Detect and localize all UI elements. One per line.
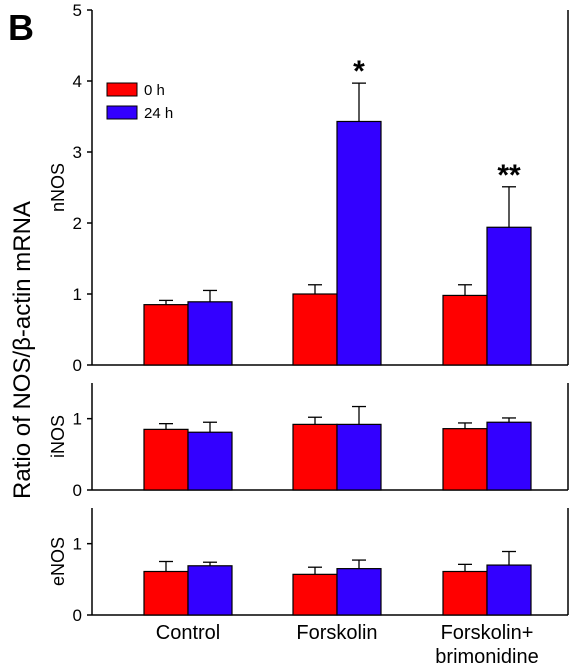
nnos-y-tick-label: 0 [73,356,82,375]
inos-bar-forskolin-24-h [336,423,382,491]
enos-bar-forskolin-brimonidine-0-h [442,570,488,616]
inos-y-tick-label: 1 [73,410,82,429]
enos-bar-forskolin-24-h [336,568,382,616]
category-label-forskolin: Forskolin [296,622,377,644]
nnos-y-tick-label: 2 [73,214,82,233]
nnos-y-tick-label: 1 [73,285,82,304]
category-label-control: Control [156,622,220,644]
nnos-significance-mark: * [353,55,365,88]
enos-y-tick-label: 1 [73,535,82,554]
enos-bar-control-0-h [143,570,189,616]
inos-panel: 0 1 iNOS [48,383,569,500]
y-axis-title: Ratio of NOS/β-actin mRNA [9,201,36,499]
nnos-bar-control-0-h [143,304,189,366]
nnos-y-tick-label: 5 [73,1,82,20]
nnos-bar-forskolin-24-h [336,120,382,366]
inos-bar-forskolin-brimonidine-24-h [486,421,532,491]
legend-swatch-24-h [106,105,138,120]
enos-bar-control-24-h [187,565,233,616]
inos-bar-forskolin-0-h [292,423,338,491]
enos-bar-forskolin-0-h [292,573,338,616]
nnos-significance-mark: ** [497,159,521,192]
inos-panel-label: iNOS [48,415,68,458]
enos-bar-forskolin-brimonidine-24-h [486,564,532,616]
nnos-panel-label: nNOS [48,163,68,212]
nnos-y-tick-label: 3 [73,143,82,162]
nnos-bar-forskolin-brimonidine-0-h [442,294,488,366]
enos-panel-label: eNOS [48,537,68,586]
inos-y-tick-label: 0 [73,481,82,500]
nnos-y-tick-label: 4 [73,72,82,91]
inos-bar-control-0-h [143,428,189,491]
nnos-bar-control-24-h [187,301,233,366]
legend-label-24-h: 24 h [144,105,173,122]
legend-label-0-h: 0 h [144,82,165,99]
category-label-forskolin-brimonidine: Forskolin+ brimonidine [435,622,538,668]
nnos-bar-forskolin-brimonidine-24-h [486,226,532,366]
legend-swatch-0-h [106,82,138,97]
legend: 0 h 24 h [106,82,173,122]
inos-bar-forskolin-brimonidine-0-h [442,428,488,491]
enos-y-tick-label: 0 [73,606,82,625]
enos-panel: 0 1 eNOS [48,508,569,625]
inos-bar-control-24-h [187,431,233,491]
panel-letter: B [8,7,34,48]
category-labels: Control Forskolin Forskolin+ brimonidine [156,622,539,668]
nnos-bar-forskolin-0-h [292,293,338,366]
